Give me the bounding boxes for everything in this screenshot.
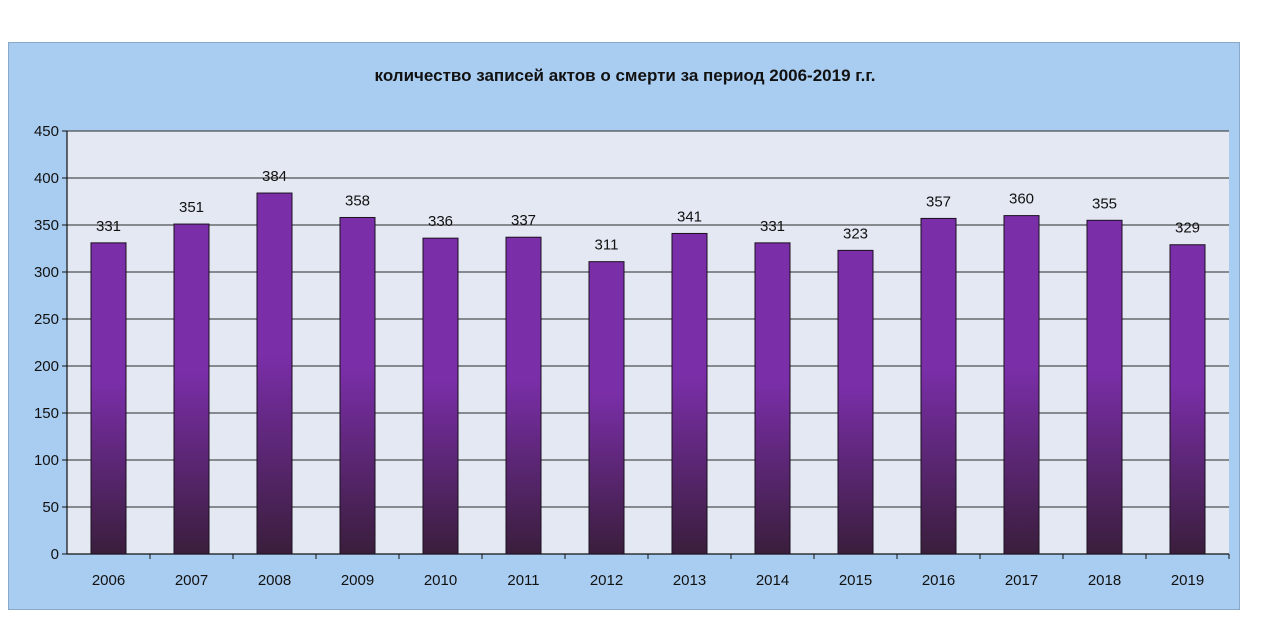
plot-area	[67, 131, 1229, 554]
x-tick-label: 2018	[1088, 572, 1121, 589]
y-tick-label: 200	[34, 358, 59, 375]
y-tick-label: 0	[51, 546, 59, 563]
x-tick-label: 2006	[92, 572, 125, 589]
data-label: 331	[96, 218, 121, 235]
y-tick-label: 300	[34, 264, 59, 281]
data-label: 384	[262, 168, 287, 185]
chart-title: количество записей актов о смерти за пер…	[375, 66, 876, 85]
x-tick-label: 2016	[922, 572, 955, 589]
x-tick-label: 2008	[258, 572, 291, 589]
x-tick-label: 2017	[1005, 572, 1038, 589]
y-tick-label: 350	[34, 217, 59, 234]
data-label: 351	[179, 199, 204, 216]
bar	[422, 237, 459, 555]
data-label: 331	[760, 218, 785, 235]
data-label: 358	[345, 192, 370, 209]
data-labels: 331 2006 351 2007 384 2008 358 2009 336 2010 337 20…	[92, 168, 1204, 589]
data-label: 329	[1175, 220, 1200, 237]
bar	[505, 236, 542, 555]
bar	[754, 242, 791, 555]
bar	[588, 261, 625, 555]
y-tick-label: 250	[34, 311, 59, 328]
x-tick-label: 2007	[175, 572, 208, 589]
chart-frame: количество записей актов о смерти за пер…	[8, 42, 1240, 610]
y-tick-label: 400	[34, 170, 59, 187]
x-tick-label: 2010	[424, 572, 457, 589]
bar	[173, 223, 210, 555]
y-tick-label: 450	[34, 123, 59, 140]
x-tick-label: 2015	[839, 572, 872, 589]
y-tick-label: 150	[34, 405, 59, 422]
axes: 0 50 100 150 200 250 300 350 400 450	[34, 123, 1230, 563]
data-label: 323	[843, 225, 868, 242]
data-label: 336	[428, 213, 453, 230]
data-label: 360	[1009, 191, 1034, 208]
x-tick-label: 2012	[590, 572, 623, 589]
bar	[256, 192, 293, 555]
x-tick-label: 2014	[756, 572, 789, 589]
bars	[90, 192, 1206, 555]
x-tick-label: 2009	[341, 572, 374, 589]
bar	[1003, 215, 1040, 555]
bar	[920, 217, 957, 555]
bar-chart: количество записей актов о смерти за пер…	[34, 66, 1230, 589]
data-label: 341	[677, 208, 702, 225]
bar	[339, 216, 376, 555]
y-tick-label: 100	[34, 452, 59, 469]
data-label: 357	[926, 193, 951, 210]
bar	[1169, 244, 1206, 555]
data-label: 355	[1092, 195, 1117, 212]
data-label: 311	[595, 237, 619, 254]
bar	[837, 249, 874, 555]
bar	[90, 242, 127, 555]
x-tick-label: 2011	[507, 572, 539, 589]
bar	[1086, 219, 1123, 555]
bar	[671, 232, 708, 555]
x-tick-label: 2019	[1171, 572, 1204, 589]
x-tick-label: 2013	[673, 572, 706, 589]
y-tick-label: 50	[42, 499, 59, 516]
data-label: 337	[511, 212, 536, 229]
